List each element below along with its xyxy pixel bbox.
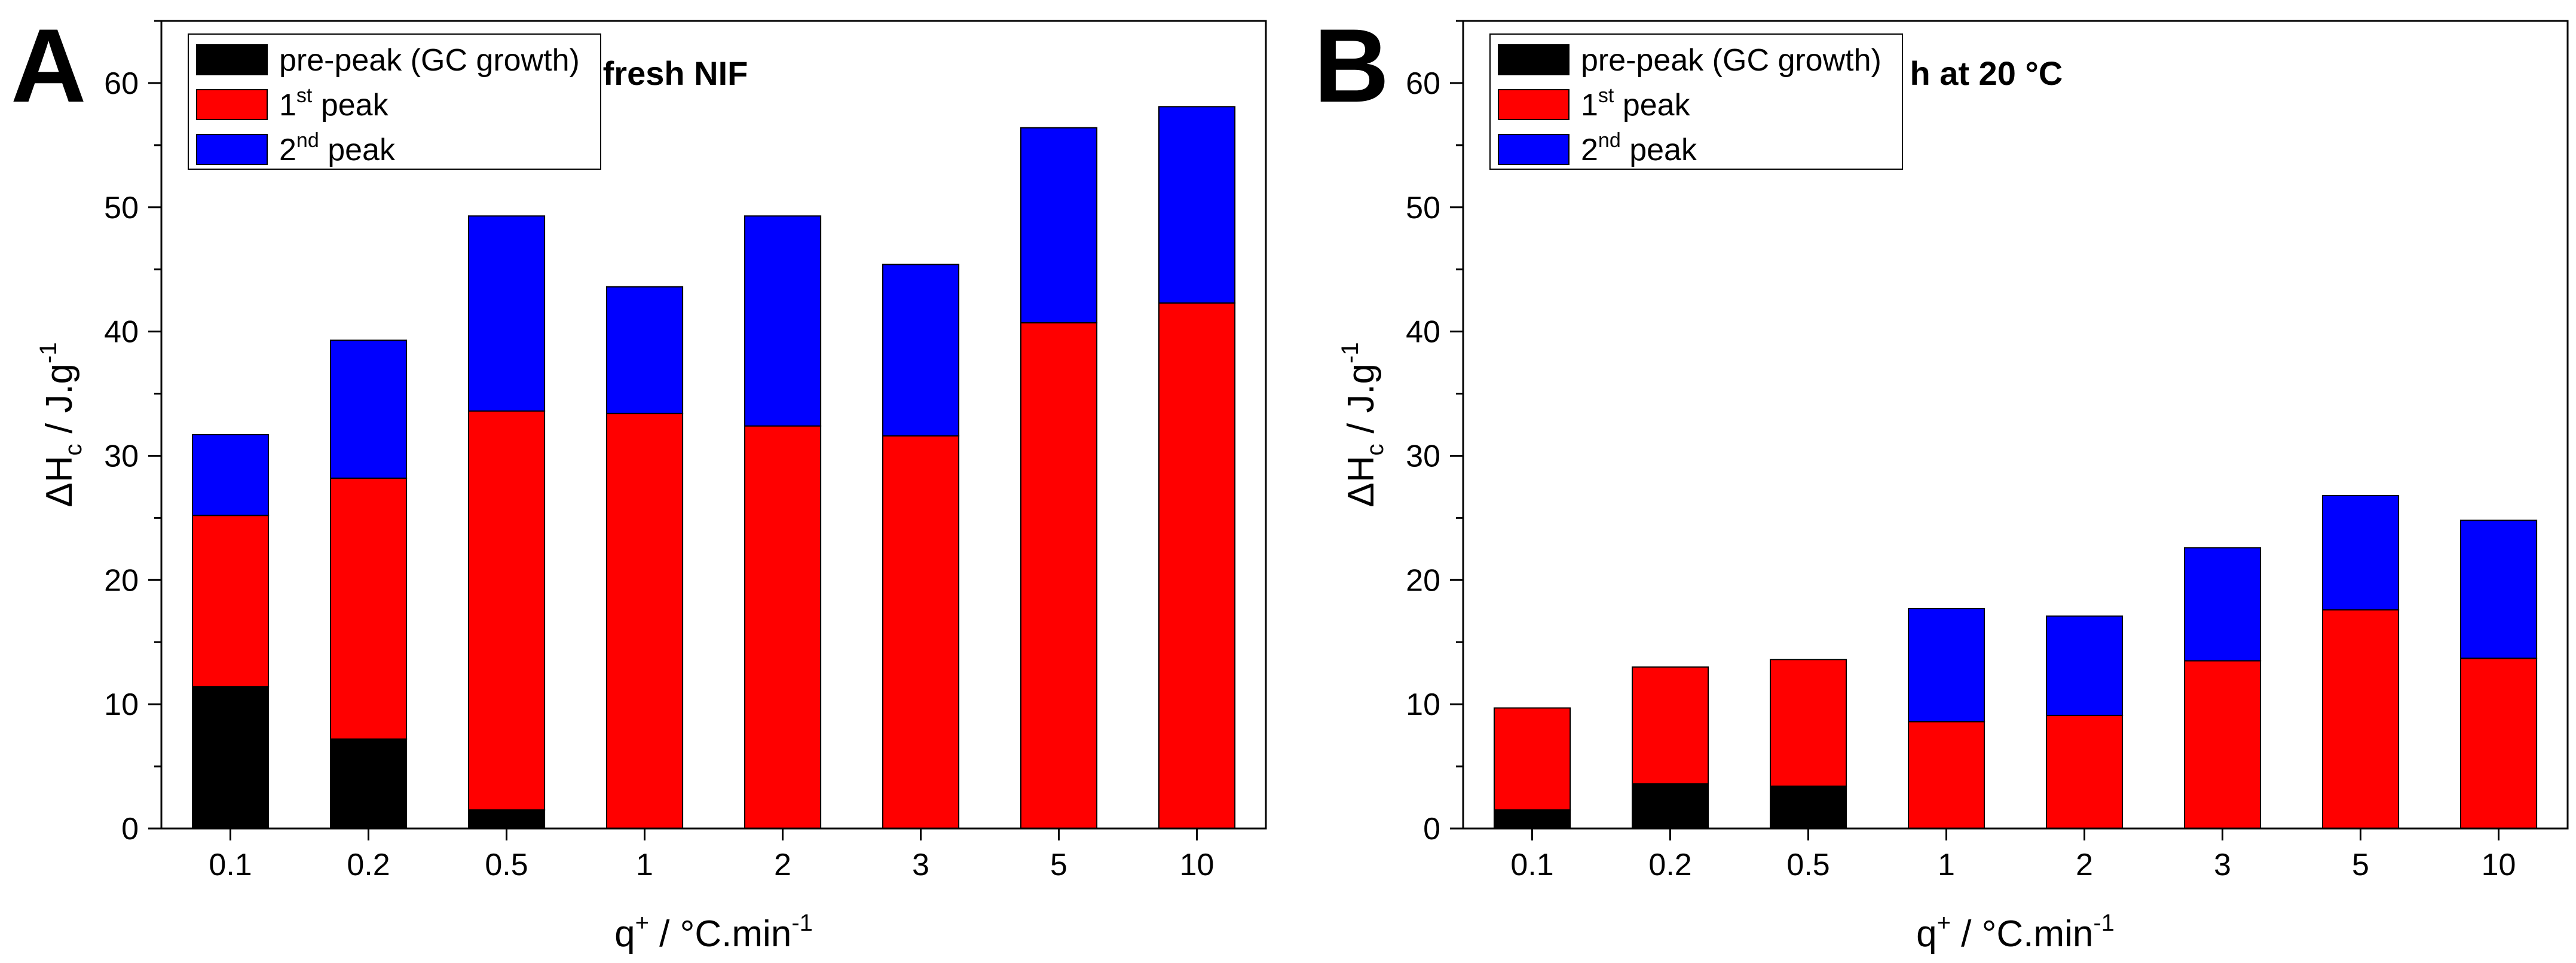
legend: pre-peak (GC growth) 1st peak 2nd peak — [188, 33, 601, 170]
panel-letter: A — [11, 8, 86, 124]
panel-a: A 0 10 20 30 40 50 60 0.1 0.2 0.5 1 2 3 5 10 q+ / °C.min… — [11, 8, 1267, 955]
legend-swatch — [196, 44, 268, 75]
bar-segment — [330, 738, 408, 830]
bar-segment — [1908, 608, 1985, 723]
y-tick-label: 40 — [1406, 315, 1440, 350]
legend-swatch — [196, 134, 268, 165]
x-tick-label: 0.5 — [485, 848, 528, 882]
bar-segment — [468, 215, 546, 412]
legend-label: 2nd peak — [1581, 129, 1697, 167]
bar-segment — [1020, 322, 1098, 829]
bar-segment — [468, 809, 546, 830]
legend-swatch — [1498, 89, 1570, 120]
legend-label: 1st peak — [279, 84, 389, 123]
bar-segment — [1020, 127, 1098, 323]
panel-b: B 0 10 20 30 40 50 60 0.1 0.2 0.5 1 2 3 5 10 q+ / °C.min… — [1314, 8, 2569, 955]
legend: pre-peak (GC growth) 1st peak 2nd peak — [1489, 33, 1903, 170]
x-tick-label: 2 — [774, 848, 791, 882]
bar-segment — [330, 477, 408, 740]
x-axis-title: q+ / °C.min-1 — [614, 910, 813, 955]
bar-segment — [1908, 721, 1985, 830]
bar-segment — [1770, 785, 1847, 830]
y-tick-label: 10 — [104, 687, 139, 722]
legend-label: pre-peak (GC growth) — [279, 43, 580, 78]
x-tick-label: 10 — [2482, 848, 2516, 882]
x-tick-label: 0.2 — [1648, 848, 1691, 882]
bar-segment — [192, 686, 270, 829]
bar-segment — [2460, 519, 2538, 659]
legend-label: pre-peak (GC growth) — [1581, 43, 1881, 78]
panel-title: 7 h at 20 °C — [1882, 54, 2063, 92]
bar-segment — [1158, 106, 1236, 304]
y-tick-label: 30 — [1406, 439, 1440, 473]
y-tick-label: 30 — [104, 439, 139, 473]
y-axis: 0 10 20 30 40 50 60 — [1406, 20, 1463, 846]
bar-segment — [1632, 666, 1709, 785]
legend-swatch — [1498, 134, 1570, 165]
bar-segment — [2322, 495, 2400, 611]
bar-segment — [192, 515, 270, 687]
y-tick-label: 60 — [1406, 66, 1440, 101]
x-axis: 0.1 0.2 0.5 1 2 3 5 10 — [1510, 829, 2516, 882]
bar-segment — [1494, 707, 1571, 811]
x-tick-label: 3 — [2214, 848, 2231, 882]
y-tick-label: 0 — [121, 812, 139, 846]
bar-segment — [744, 215, 822, 427]
y-tick-label: 50 — [104, 191, 139, 225]
x-axis: 0.1 0.2 0.5 1 2 3 5 10 — [209, 829, 1214, 882]
x-tick-label: 5 — [1050, 848, 1067, 882]
bar-segment — [1494, 809, 1571, 830]
plot-frame — [1462, 20, 2569, 830]
bar-segment — [2046, 615, 2124, 716]
x-tick-label: 0.2 — [347, 848, 390, 882]
bar-segment — [1158, 302, 1236, 829]
bar-segment — [744, 425, 822, 829]
y-tick-label: 40 — [104, 315, 139, 350]
y-tick-label: 0 — [1423, 812, 1440, 846]
x-tick-label: 2 — [2076, 848, 2093, 882]
x-tick-label: 3 — [912, 848, 929, 882]
panel-letter: B — [1314, 8, 1389, 124]
bar-segment — [882, 435, 960, 829]
bar-segment — [1632, 783, 1709, 829]
bar-segment — [2046, 714, 2124, 830]
x-tick-label: 5 — [2352, 848, 2369, 882]
bar-segment — [606, 286, 684, 414]
y-axis-title: ΔHc / J.g-1 — [1337, 342, 1388, 507]
x-tick-label: 0.1 — [1510, 848, 1553, 882]
y-axis: 0 10 20 30 40 50 60 — [104, 20, 161, 846]
y-tick-label: 20 — [104, 563, 139, 598]
panel-title: fresh NIF — [603, 54, 748, 92]
bar-segment — [882, 264, 960, 437]
x-tick-label: 0.1 — [209, 848, 252, 882]
x-axis-title: q+ / °C.min-1 — [1916, 910, 2115, 955]
plot-frame — [160, 20, 1267, 830]
x-tick-label: 0.5 — [1786, 848, 1829, 882]
y-tick-label: 20 — [1406, 563, 1440, 598]
x-tick-label: 10 — [1180, 848, 1214, 882]
x-tick-label: 1 — [1938, 848, 1955, 882]
bar-segment — [468, 410, 546, 811]
bar-segment — [192, 434, 270, 516]
bars — [1494, 495, 2538, 830]
bar-segment — [330, 340, 408, 479]
y-axis-title: ΔHc / J.g-1 — [35, 342, 87, 507]
bar-segment — [606, 412, 684, 829]
bar-segment — [2460, 658, 2538, 830]
bars — [192, 106, 1236, 830]
legend-label: 2nd peak — [279, 129, 396, 167]
bar-segment — [2184, 660, 2262, 830]
y-tick-label: 50 — [1406, 191, 1440, 225]
legend-swatch — [196, 89, 268, 120]
bar-segment — [2184, 547, 2262, 662]
bar-segment — [2322, 609, 2400, 829]
x-tick-label: 1 — [636, 848, 653, 882]
y-tick-label: 10 — [1406, 687, 1440, 722]
y-tick-label: 60 — [104, 66, 139, 101]
legend-label: 1st peak — [1581, 84, 1691, 123]
legend-swatch — [1498, 44, 1570, 75]
bar-segment — [1770, 659, 1847, 787]
